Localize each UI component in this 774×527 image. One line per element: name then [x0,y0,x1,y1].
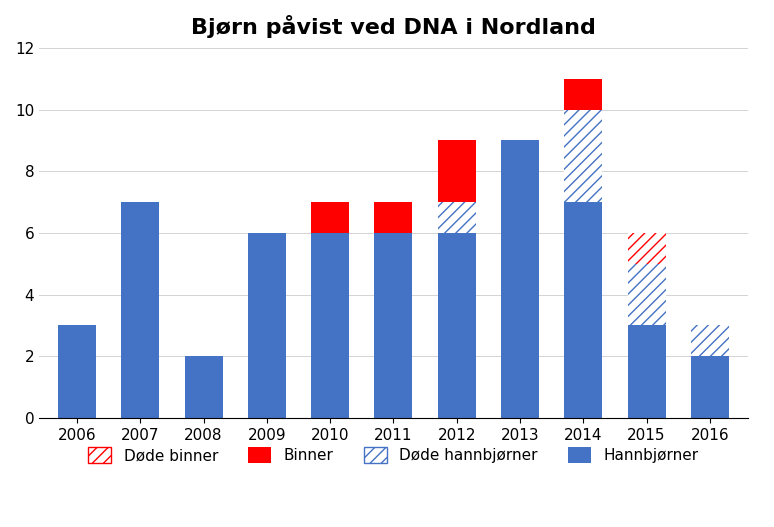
Bar [691,325,729,356]
Bar [122,202,159,418]
Bar [564,79,602,110]
Legend: Døde binner, Binner, Døde hannbjørner, Hannbjørner: Døde binner, Binner, Døde hannbjørner, H… [82,441,704,470]
Bar [375,202,413,233]
Bar [438,202,476,233]
Title: Bjørn påvist ved DNA i Nordland: Bjørn påvist ved DNA i Nordland [191,15,596,38]
Bar [691,356,729,418]
Bar [564,110,602,202]
Bar [628,264,666,325]
Bar [311,233,349,418]
Bar [185,356,223,418]
Bar [564,202,602,418]
Bar [628,325,666,418]
Bar [58,325,96,418]
Bar [501,140,539,418]
Bar [311,202,349,233]
Bar [438,233,476,418]
Bar [375,233,413,418]
Bar [628,233,666,264]
Bar [248,233,286,418]
Bar [438,140,476,202]
